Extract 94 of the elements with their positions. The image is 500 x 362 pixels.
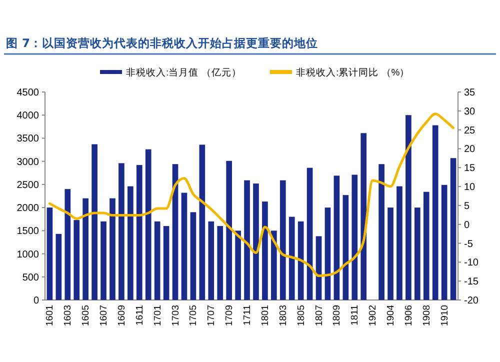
x-tick-label: 1711	[242, 305, 254, 326]
bar	[352, 174, 358, 300]
bar	[388, 208, 394, 300]
bar	[306, 168, 313, 300]
x-tick-label: 1908	[421, 305, 432, 326]
y-tick-label: 4000	[16, 110, 40, 122]
y-tick-label: 1000	[16, 249, 40, 260]
y2-tick-label: 30	[464, 106, 476, 118]
bar	[181, 192, 188, 300]
bar	[441, 184, 448, 300]
x-tick-label: 1805	[296, 305, 307, 326]
bar	[226, 160, 232, 300]
y2-tick-label: 10	[464, 182, 476, 194]
bar	[271, 230, 277, 300]
x-tick-label: 1906	[403, 305, 414, 326]
x-tick-label: 1611	[134, 305, 146, 326]
bar	[262, 202, 268, 300]
chart-title: 图 7：以国资营收为代表的非税收入开始占据更重要的地位	[6, 36, 318, 50]
line-series	[48, 112, 455, 278]
bar	[92, 144, 98, 300]
y-tick-label: 3000	[16, 156, 40, 168]
bar	[154, 221, 160, 300]
bar	[199, 144, 206, 300]
legend-label: 非税收入:当月值 （亿元）	[126, 66, 242, 78]
x-tick-label: 1703	[170, 305, 182, 326]
y2-tick-label: -5	[464, 238, 474, 250]
y2-tick-label: -20	[464, 296, 479, 306]
x-tick-label: 1607	[98, 305, 110, 326]
bar	[128, 186, 134, 300]
legend-label: 非税收入:累计同比 （%）	[296, 66, 410, 78]
bar	[423, 192, 430, 300]
y-tick-label: 500	[22, 272, 40, 284]
bar	[288, 216, 295, 300]
bar	[334, 176, 340, 300]
x-tick-label: 1904	[386, 305, 397, 326]
x-tick-label: 1603	[62, 305, 74, 326]
bar	[217, 226, 224, 300]
y2-tick-label: 5	[464, 200, 470, 212]
x-tick-label: 1807	[314, 305, 325, 326]
bar	[253, 184, 259, 300]
bar	[342, 195, 349, 300]
y2-tick-label: 35	[464, 88, 476, 98]
y-tick-label: 0	[33, 296, 40, 306]
x-tick-label: 1811	[350, 305, 361, 326]
y-tick-label: 2500	[16, 180, 40, 191]
x-tick-label: 1609	[116, 305, 128, 326]
x-tick-label: 1801	[260, 305, 271, 326]
x-tick-label: 1803	[278, 305, 289, 326]
bar	[136, 165, 142, 300]
bar	[360, 133, 367, 300]
y-tick-label: 4500	[16, 88, 40, 98]
bar	[298, 221, 304, 300]
y-tick-label: 1500	[16, 226, 40, 238]
bar	[82, 198, 88, 300]
bar	[324, 208, 331, 300]
x-tick-label: 1601	[44, 305, 56, 326]
y2-tick-label: 20	[464, 144, 476, 156]
bar	[163, 226, 170, 300]
x-tick-label: 1701	[152, 305, 164, 326]
x-tick-label: 1705	[188, 305, 200, 326]
x-tick-label: 1809	[332, 305, 343, 326]
y-tick-label: 3500	[16, 134, 40, 145]
bar	[406, 115, 412, 300]
y2-tick-label: 15	[464, 163, 476, 174]
bar	[64, 189, 71, 300]
bar	[316, 236, 322, 300]
bar	[118, 163, 124, 300]
bar	[110, 198, 116, 300]
y2-tick-label: 0	[464, 220, 470, 231]
x-tick-label: 1605	[80, 305, 92, 326]
bar	[190, 212, 196, 300]
bar	[208, 221, 214, 300]
bar	[414, 208, 420, 300]
bar	[172, 164, 178, 300]
bar	[280, 180, 286, 300]
bar	[450, 158, 456, 300]
x-tick-label: 1707	[206, 305, 218, 326]
bar	[235, 230, 241, 300]
y2-tick-label: -10	[464, 258, 479, 269]
bar	[396, 186, 402, 300]
x-tick-label: 1902	[368, 305, 379, 326]
x-tick-label: 1709	[224, 305, 236, 326]
bar	[432, 125, 438, 300]
bar	[100, 221, 106, 300]
bar	[46, 208, 53, 300]
bar	[56, 234, 62, 300]
bar	[378, 164, 384, 300]
y-tick-label: 2000	[16, 203, 40, 214]
x-tick-label: 1910	[439, 305, 450, 326]
y2-tick-label: -15	[464, 276, 479, 288]
bar	[244, 180, 250, 300]
y2-tick-label: 25	[464, 125, 476, 136]
bar	[145, 149, 152, 300]
bar	[74, 220, 80, 300]
